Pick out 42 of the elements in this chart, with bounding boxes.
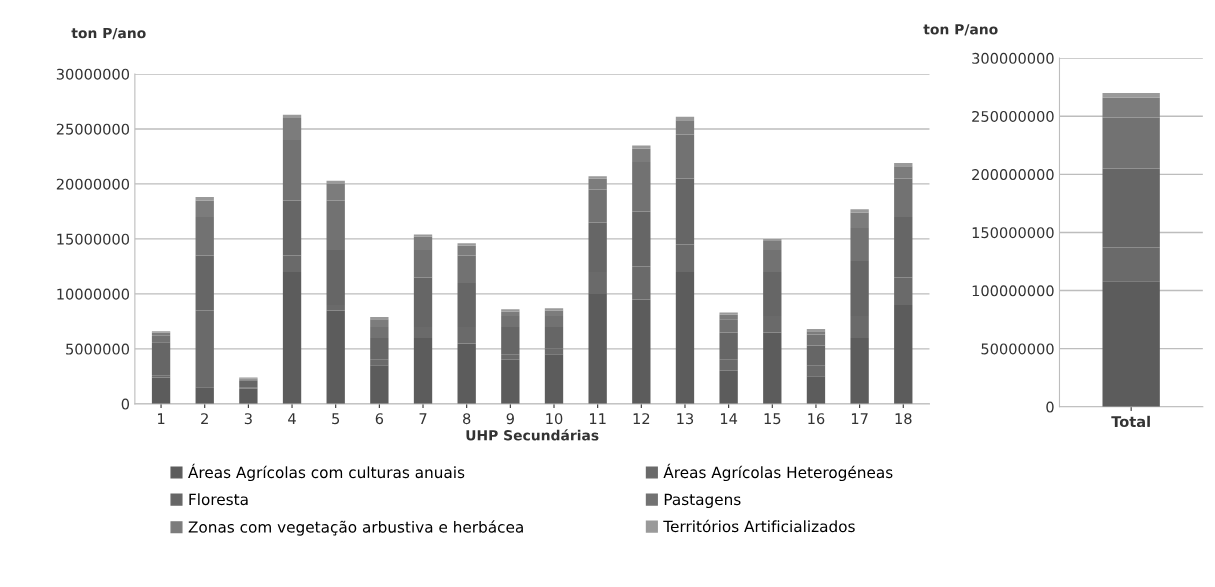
y-tick-label: 250000000 <box>972 110 1054 122</box>
x-tick-label: 3 <box>244 413 252 425</box>
x-tick-label: 17 <box>851 413 868 424</box>
y-tick-label: 25000000 <box>56 123 130 135</box>
legend-label: Floresta <box>189 493 248 506</box>
legend-label: Zonas com vegetação arbustiva e herbácea <box>188 520 523 536</box>
x-tick-label: 12 <box>633 413 650 424</box>
x-tick-label: 16 <box>808 413 825 425</box>
y-tick-label: 150000000 <box>972 227 1054 239</box>
y-tick-label: 50000000 <box>981 343 1054 355</box>
x-tick-label: 10 <box>546 413 563 425</box>
x-tick-label: 1 <box>158 413 165 424</box>
x-tick-label: 11 <box>589 413 606 424</box>
legend-label: Pastagens <box>664 493 741 509</box>
legend-label: Áreas Agrícolas com culturas anuais <box>188 463 465 482</box>
y-tick-label: 300000000 <box>972 52 1054 64</box>
x-tick-label: 5 <box>332 413 340 425</box>
legend-label: Áreas Agrícolas Heterogéneas <box>663 463 893 482</box>
y-tick-label: 0 <box>1046 401 1054 413</box>
x-tick-label: 6 <box>375 413 384 425</box>
y-tick-label: 100000000 <box>972 285 1054 297</box>
x-tick-label: 18 <box>895 413 912 425</box>
y-axis-title: ton P/ano <box>71 27 146 40</box>
x-tick-label: 8 <box>463 413 471 425</box>
x-tick-label: 9 <box>506 413 514 425</box>
x-tick-label: 7 <box>419 413 427 424</box>
x-tick-label: 4 <box>288 413 296 424</box>
y-axis-title: ton P/ano <box>923 24 998 36</box>
y-tick-label: 200000000 <box>972 169 1054 181</box>
y-tick-label: 10000000 <box>57 288 130 300</box>
y-tick-label: 30000000 <box>56 68 130 80</box>
y-tick-label: 5000000 <box>66 343 130 355</box>
y-tick-label: 20000000 <box>56 178 130 190</box>
legend-label: Territórios Artificializados <box>663 519 855 533</box>
y-tick-label: 15000000 <box>57 233 130 245</box>
x-tick-label: Total <box>1111 415 1150 428</box>
x-axis-title: UHP Secundárias <box>466 429 599 441</box>
x-tick-label: 14 <box>720 413 738 424</box>
x-tick-label: 15 <box>764 413 781 425</box>
y-tick-label: 0 <box>121 398 130 410</box>
x-tick-label: 2 <box>201 413 208 424</box>
x-tick-label: 13 <box>677 413 694 425</box>
